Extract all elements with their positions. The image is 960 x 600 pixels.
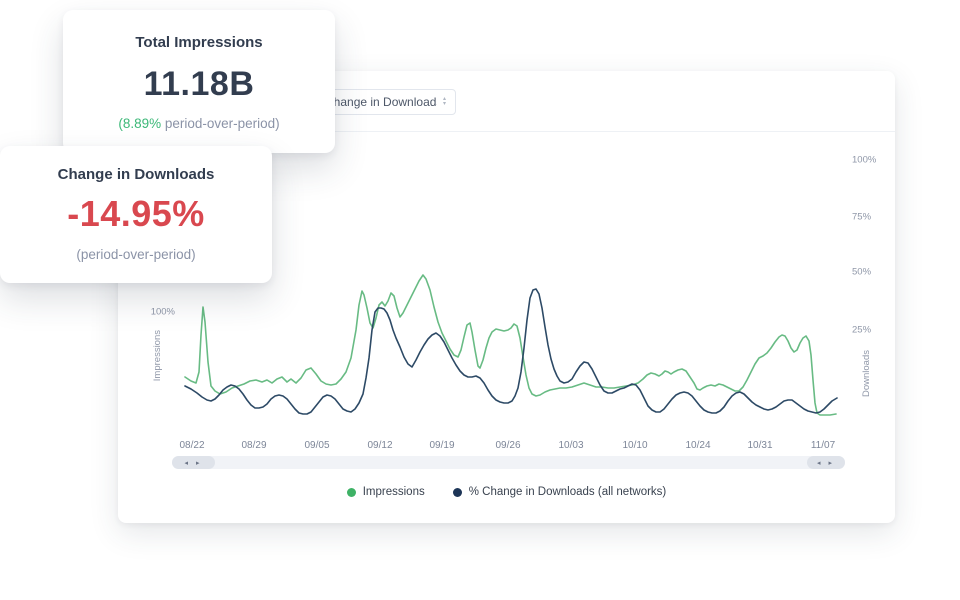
y-tick-label: 100% <box>852 154 877 166</box>
downloads-change-subtitle: (period-over-period) <box>76 247 196 262</box>
y-tick-label: 25% <box>852 324 872 336</box>
y-axis-title-downloads: Downloads <box>861 350 872 397</box>
y-axis-title-impressions: Impressions <box>152 330 163 382</box>
metric-select[interactable]: Change in Downloads ▴ ▾ <box>315 89 456 115</box>
scrollbar-right-buttons[interactable]: ◂ ▸ <box>807 456 845 469</box>
toolbar-divider <box>118 131 895 132</box>
y-tick-label: 100% <box>150 306 175 318</box>
change-in-downloads-card: Change in Downloads -14.95% (period-over… <box>0 146 272 283</box>
x-tick-label: 09/19 <box>429 440 455 451</box>
legend-label: % Change in Downloads (all networks) <box>468 486 667 498</box>
legend-dot-icon <box>346 487 356 497</box>
y-tick-label: 50% <box>852 266 872 278</box>
chart-scrollbar[interactable]: ◂ ▸ ◂ ▸ <box>172 456 845 469</box>
metric-select-value: Change in Downloads <box>325 95 437 109</box>
x-tick-label: 10/24 <box>685 440 711 451</box>
x-tick-label: 10/10 <box>622 440 648 451</box>
y-tick-label: 75% <box>852 211 872 223</box>
legend-label: Impressions <box>362 486 425 498</box>
chart-panel: Change in Downloads ▴ ▾ 100% 100% 75% 50% 25… <box>118 71 895 523</box>
total-impressions-card: Total Impressions 11.18B (8.89% period-o… <box>63 10 335 153</box>
series-line-impressions <box>184 274 837 416</box>
x-tick-label: 10/31 <box>747 440 773 451</box>
legend-dot-icon <box>452 487 462 497</box>
line-chart <box>184 274 838 416</box>
x-tick-label: 09/26 <box>495 440 521 451</box>
card-title: Change in Downloads <box>57 166 215 183</box>
x-tick-label: 08/22 <box>179 440 205 451</box>
x-tick-label: 08/29 <box>241 440 267 451</box>
scrollbar-left-buttons[interactable]: ◂ ▸ <box>172 456 215 469</box>
legend-item-impressions[interactable]: Impressions <box>346 486 425 498</box>
legend-item--change-in-downloads-all-networks-[interactable]: % Change in Downloads (all networks) <box>452 486 667 498</box>
change-suffix: period-over-period) <box>161 116 280 131</box>
x-tick-label: 09/12 <box>367 440 393 451</box>
series-line--change-in-downloads-all-networks- <box>184 288 838 415</box>
x-tick-label: 09/05 <box>304 440 330 451</box>
x-tick-label: 10/03 <box>558 440 584 451</box>
total-impressions-value: 11.18B <box>143 65 255 103</box>
chart-legend: Impressions % Change in Downloads (all ne… <box>118 486 895 498</box>
change-percent: (8.89% <box>118 116 162 131</box>
chart-plot-area: 100% 100% 75% 50% 25% Impressions Downloads… <box>151 150 876 469</box>
x-tick-label: 11/07 <box>810 440 836 451</box>
total-impressions-change: (8.89% period-over-period) <box>63 116 335 131</box>
chevron-updown-icon: ▴ ▾ <box>442 96 446 107</box>
card-title: Total Impressions <box>135 34 263 51</box>
downloads-change-value: -14.95% <box>67 193 205 234</box>
